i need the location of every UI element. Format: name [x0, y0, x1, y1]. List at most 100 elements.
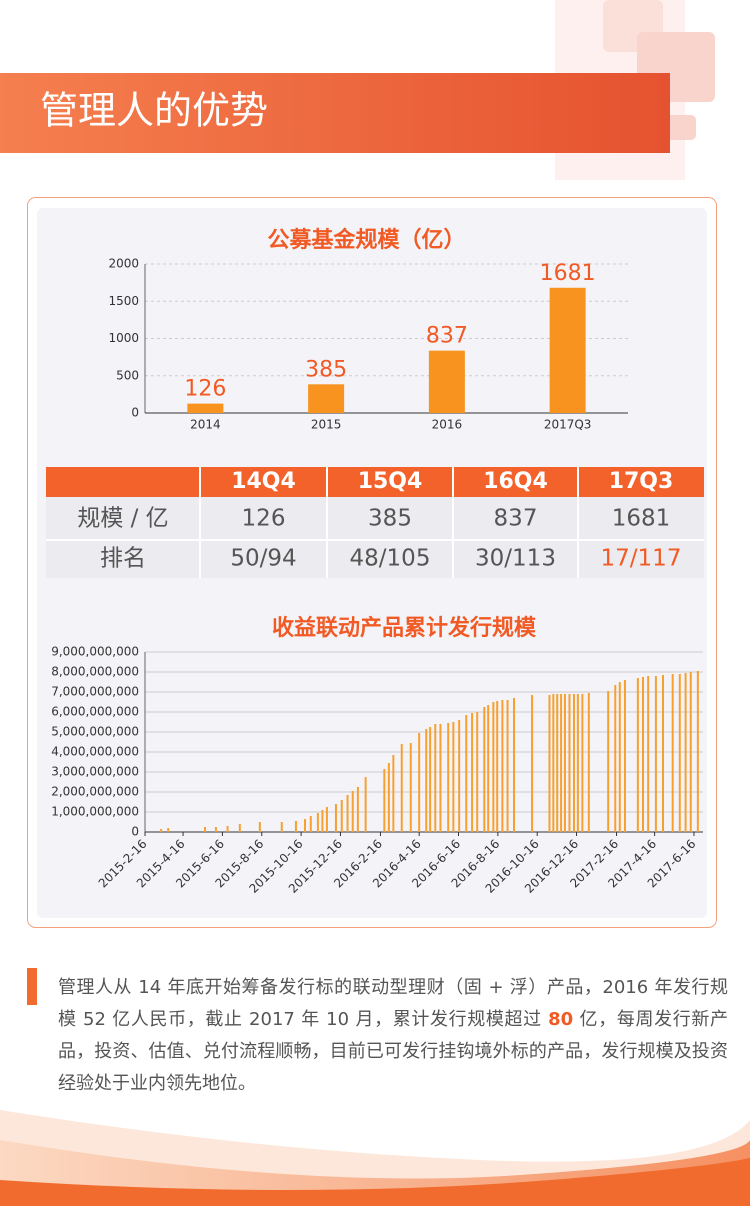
bar	[321, 810, 324, 832]
bar	[654, 676, 657, 832]
y-tick-label: 3,000,000,000	[51, 765, 139, 779]
y-tick-label: 0	[131, 825, 139, 839]
bar	[387, 763, 390, 832]
bar	[325, 807, 328, 832]
bar	[303, 819, 306, 832]
table-cell: 837	[494, 506, 538, 532]
bar	[549, 287, 586, 413]
bar	[203, 827, 206, 832]
bar	[238, 824, 241, 832]
bar	[572, 694, 575, 832]
y-tick-label: 6,000,000,000	[51, 705, 139, 719]
bar	[662, 675, 665, 832]
y-tick-label: 5,000,000,000	[51, 725, 139, 739]
y-tick-label: 1000	[108, 331, 139, 345]
bar	[439, 724, 442, 832]
table-cell: 126	[242, 506, 286, 532]
y-tick-label: 7,000,000,000	[51, 685, 139, 699]
y-tick-label: 2000	[108, 257, 139, 271]
bar	[428, 350, 465, 413]
bar	[187, 403, 224, 413]
bar	[452, 722, 455, 832]
bar	[614, 685, 617, 832]
bar	[581, 694, 584, 832]
x-tick-label: 2017Q3	[544, 418, 592, 432]
bar	[696, 671, 699, 832]
bar	[512, 698, 515, 832]
bar	[618, 682, 621, 832]
bar	[568, 694, 571, 832]
bar	[294, 821, 297, 832]
table-header-cell: 14Q4	[231, 469, 296, 494]
text: 亿，每周发行新产品，投资、估值、兑付流程顺畅，目前已可发行挂钩境外标的产品，发行…	[58, 1009, 728, 1094]
bar	[636, 678, 639, 832]
table	[46, 467, 704, 578]
header-title: 管理人的优势	[40, 89, 268, 133]
y-tick-label: 1500	[108, 294, 139, 308]
table-cell: 1681	[612, 506, 671, 532]
table-header-cell: 15Q4	[358, 469, 423, 494]
bar	[501, 700, 504, 832]
bar	[496, 701, 499, 832]
bar	[506, 700, 509, 832]
bar	[587, 693, 590, 832]
bar	[556, 694, 559, 832]
table-cell: 48/105	[350, 546, 431, 572]
bar	[492, 702, 495, 832]
bar	[531, 695, 534, 832]
bar	[258, 822, 261, 832]
data-label: 1681	[540, 261, 596, 286]
bar	[684, 673, 687, 832]
bar	[429, 727, 432, 832]
bar	[560, 694, 563, 832]
y-tick-label: 8,000,000,000	[51, 665, 139, 679]
bar	[425, 729, 428, 832]
table-header-cell: 17Q3	[609, 469, 674, 494]
bar	[458, 720, 461, 832]
y-tick-label: 0	[131, 406, 139, 420]
bar	[280, 822, 283, 832]
bar	[671, 674, 674, 832]
bar	[483, 707, 486, 832]
data-label: 837	[426, 324, 468, 349]
paragraph: 管理人从 14 年底开始筹备发行标的联动型理财（固 + 浮）产品，2016 年发…	[58, 972, 728, 1100]
quote-bar	[27, 968, 37, 1005]
data-label: 126	[184, 377, 226, 402]
bar	[576, 694, 579, 832]
bar	[418, 733, 421, 832]
chart-title: 收益联动产品累计发行规模	[272, 615, 537, 641]
bar	[471, 713, 474, 832]
bar	[383, 769, 386, 832]
bar	[308, 384, 345, 413]
bar	[447, 723, 450, 832]
bar	[351, 791, 354, 832]
y-tick-label: 9,000,000,000	[51, 645, 139, 659]
table-header-cell: 16Q4	[483, 469, 548, 494]
bar	[642, 677, 645, 832]
header-bar	[0, 73, 670, 153]
bar	[226, 826, 229, 832]
table-cell: 规模 / 亿	[77, 506, 168, 532]
y-tick-label: 1,000,000,000	[51, 805, 139, 819]
highlight: 80	[548, 1009, 574, 1030]
bar	[434, 724, 437, 832]
bar	[346, 795, 349, 832]
x-tick-label: 2015	[311, 418, 342, 432]
table-cell: 385	[368, 506, 412, 532]
bar	[392, 755, 395, 832]
bar	[607, 691, 610, 832]
bar	[465, 715, 468, 832]
bar	[689, 672, 692, 832]
bar	[167, 828, 170, 832]
bar	[316, 813, 319, 832]
bar	[409, 743, 412, 832]
bar	[678, 674, 681, 832]
data-label: 385	[305, 357, 347, 382]
bar	[340, 800, 343, 832]
y-tick-label: 500	[116, 368, 139, 382]
bar	[552, 694, 555, 832]
table-body	[46, 497, 704, 578]
table-cell: 30/113	[475, 546, 556, 572]
